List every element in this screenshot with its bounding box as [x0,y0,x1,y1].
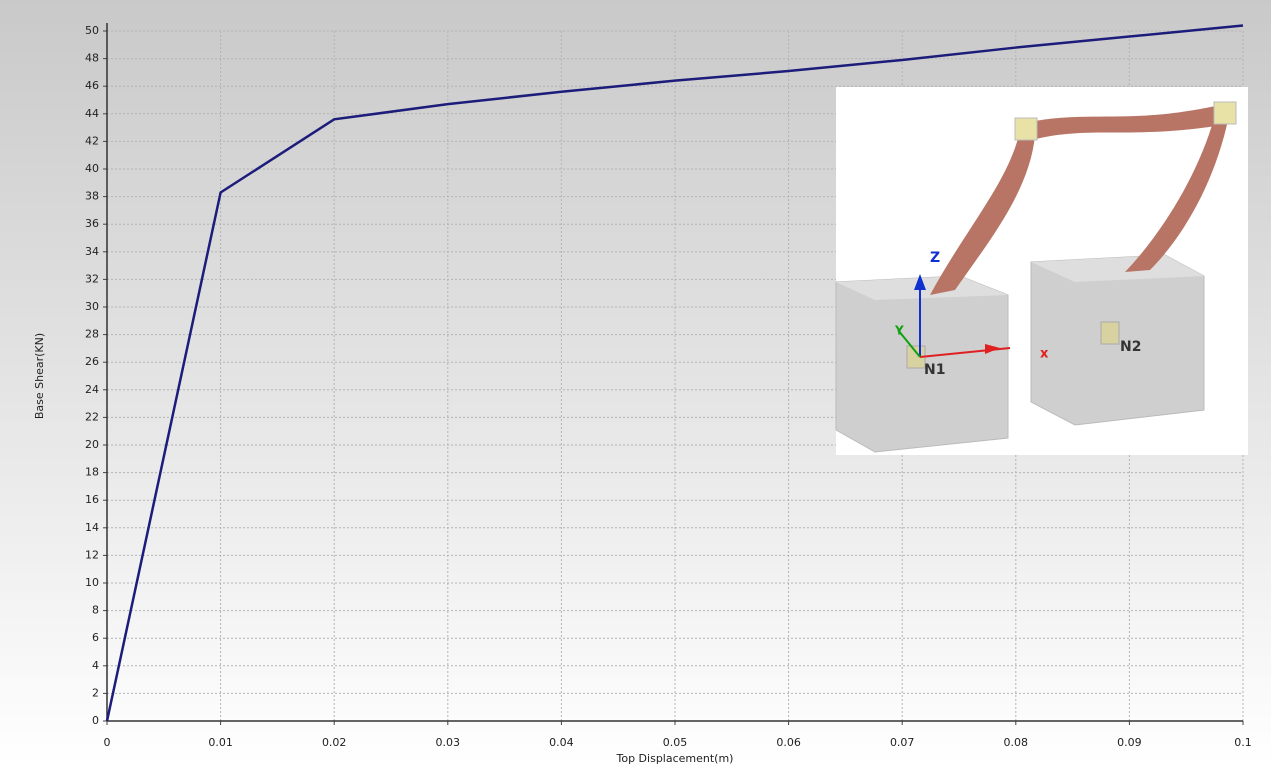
x-tick-label: 0.01 [208,736,233,749]
x-tick-label: 0.1 [1234,736,1252,749]
x-tick-label: 0.02 [322,736,347,749]
x-tick-label: 0 [104,736,111,749]
y-tick-label: 22 [85,410,99,423]
x-tick-label: 0.04 [549,736,574,749]
y-tick-label: 6 [92,631,99,644]
y-tick-label: 28 [85,328,99,341]
node [1015,118,1037,140]
y-tick-label: 16 [85,493,99,506]
model-inset: Z Y x N1 N2 [836,87,1248,455]
x-axis-label: Top Displacement(m) [616,752,734,765]
y-tick-label: 0 [92,714,99,727]
inset-label: x [1040,347,1049,362]
node [1101,322,1119,344]
y-tick-label: 48 [85,52,99,65]
y-tick-label: 34 [85,245,99,258]
inset-label: Y [894,324,904,338]
y-tick-label: 46 [85,79,99,92]
x-tick-label: 0.06 [776,736,801,749]
y-tick-label: 14 [85,521,99,534]
x-tick-label: 0.05 [663,736,688,749]
y-axis-label: Base Shear(KN) [33,333,46,419]
inset-label: N1 [924,362,945,378]
y-tick-label: 32 [85,272,99,285]
y-tick-label: 12 [85,548,99,561]
y-tick-label: 26 [85,355,99,368]
y-tick-label: 50 [85,24,99,37]
x-tick-label: 0.03 [436,736,461,749]
y-tick-label: 40 [85,162,99,175]
x-tick-label: 0.08 [1004,736,1029,749]
y-tick-label: 2 [92,686,99,699]
y-tick-label: 42 [85,134,99,147]
node [1214,102,1236,124]
y-tick-label: 30 [85,300,99,313]
y-tick-label: 24 [85,383,99,396]
y-tick-label: 4 [92,659,99,672]
y-tick-label: 38 [85,190,99,203]
inset-label: Z [930,250,940,266]
y-tick-label: 36 [85,217,99,230]
y-tick-label: 18 [85,466,99,479]
inset-label: N2 [1120,339,1141,355]
chart: Base Shear(KN) Top Displacement(m) 02468… [0,0,1271,767]
y-tick-label: 44 [85,107,99,120]
x-tick-label: 0.07 [890,736,915,749]
y-tick-label: 8 [92,604,99,617]
y-tick-label: 20 [85,438,99,451]
x-tick-label: 0.09 [1117,736,1142,749]
y-tick-label: 10 [85,576,99,589]
